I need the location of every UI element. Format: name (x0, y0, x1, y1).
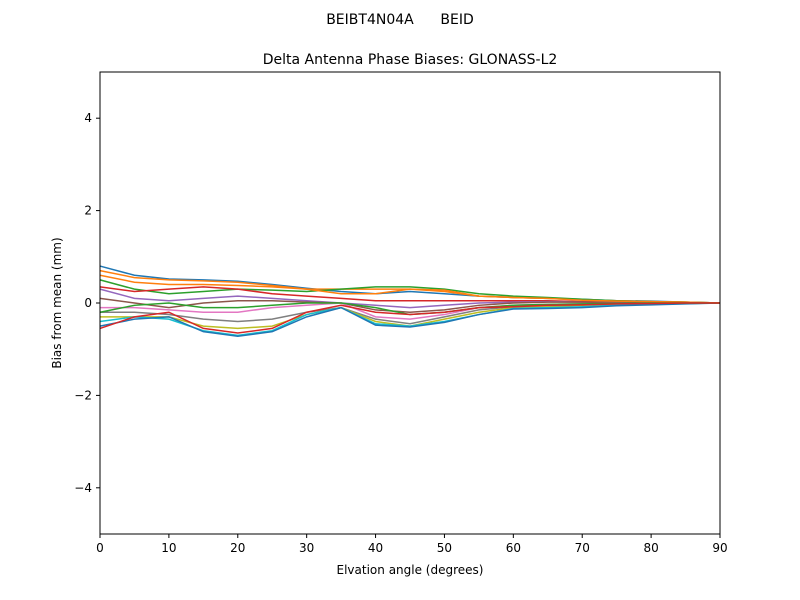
y-tick-label: 2 (84, 204, 92, 218)
y-axis-label: Bias from mean (mm) (50, 237, 64, 368)
x-tick-label: 80 (643, 541, 658, 555)
x-tick-label: 0 (96, 541, 104, 555)
y-tick-label: 0 (84, 296, 92, 310)
x-axis-label: Elvation angle (degrees) (337, 563, 484, 577)
x-tick-label: 30 (299, 541, 314, 555)
y-tick-label: −2 (74, 388, 92, 402)
series-line-s11 (99, 302, 721, 338)
series-line-s6 (99, 297, 720, 313)
series-line-s12 (99, 274, 721, 304)
x-tick-label: 70 (575, 541, 590, 555)
y-tick-label: 4 (84, 111, 92, 125)
x-tick-label: 10 (161, 541, 176, 555)
x-tick-label: 90 (712, 541, 727, 555)
x-tick-label: 50 (437, 541, 452, 555)
x-tick-label: 20 (230, 541, 245, 555)
chart-title: Delta Antenna Phase Biases: GLONASS-L2 (263, 52, 558, 68)
x-tick-label: 40 (368, 541, 383, 555)
series-line-s14 (99, 302, 720, 334)
plot-frame (99, 71, 721, 535)
x-tick-label: 60 (506, 541, 521, 555)
chart-suptitle: BEIBT4N04A BEID (326, 12, 474, 28)
y-tick-label: −4 (74, 481, 92, 495)
